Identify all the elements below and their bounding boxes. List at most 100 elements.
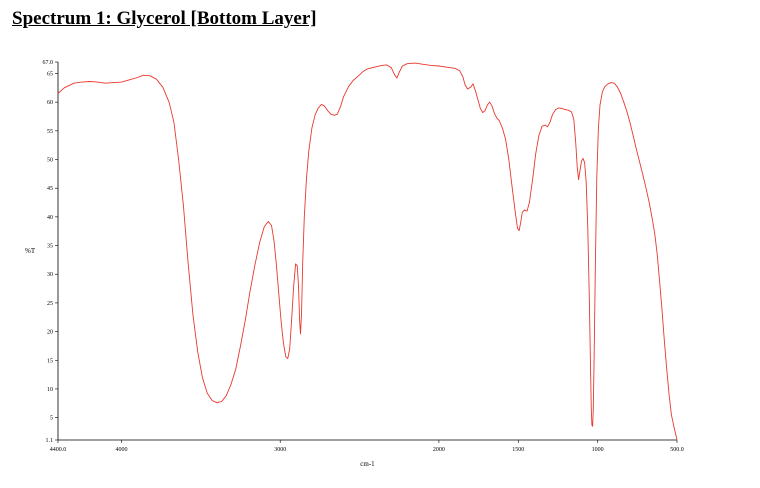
data-point [430, 65, 432, 66]
data-point [671, 414, 672, 416]
data-point [535, 153, 537, 155]
data-point [582, 158, 584, 159]
data-point [192, 314, 194, 315]
data-point [121, 81, 122, 83]
data-point [197, 351, 199, 353]
data-point [467, 88, 468, 90]
data-point [275, 262, 277, 264]
data-point [652, 219, 653, 221]
data-point [544, 124, 546, 126]
y-tick-label: 10 [47, 387, 53, 393]
data-point [324, 105, 325, 107]
data-point [280, 319, 282, 321]
data-point [668, 394, 670, 396]
data-point [581, 160, 582, 162]
data-point [278, 291, 279, 292]
x-tick-label: 1000 [592, 447, 604, 453]
data-point [491, 105, 493, 107]
data-point [592, 425, 593, 427]
data-point [183, 205, 184, 206]
data-point [287, 358, 289, 359]
data-point [187, 262, 189, 264]
y-axis-label: %T [25, 247, 36, 255]
data-point [462, 75, 464, 77]
data-point [676, 439, 678, 440]
data-point [235, 368, 237, 370]
data-point [659, 279, 660, 281]
data-point [591, 424, 593, 426]
data-point [314, 114, 316, 116]
data-point [579, 170, 581, 172]
data-point [508, 159, 510, 160]
data-point [244, 319, 246, 321]
x-tick-label: 3000 [274, 447, 286, 453]
data-point [289, 348, 291, 350]
data-point [267, 221, 269, 222]
data-point [475, 90, 476, 92]
data-point [538, 135, 540, 136]
data-point [590, 408, 592, 410]
data-point [595, 262, 596, 264]
data-point [254, 265, 256, 266]
data-point [626, 111, 628, 113]
x-tick-label: 2000 [433, 447, 445, 453]
data-point [459, 70, 460, 71]
y-tick-label: 15 [47, 358, 53, 364]
data-point [97, 81, 99, 83]
data-point [524, 209, 525, 211]
data-point [654, 233, 656, 235]
data-point [486, 104, 488, 106]
data-point [306, 179, 307, 180]
data-point [202, 377, 203, 378]
data-point [162, 86, 164, 88]
data-point [249, 291, 251, 292]
data-point [390, 67, 392, 69]
y-tick-label: 40 [47, 215, 53, 221]
y-tick-label: 45 [47, 186, 53, 192]
x-tick-label: 1500 [512, 447, 524, 453]
data-point [173, 121, 175, 123]
data-point [520, 222, 522, 223]
data-point [211, 400, 213, 401]
data-point [73, 82, 75, 84]
data-point [472, 83, 474, 85]
data-point [303, 216, 305, 218]
data-point [673, 425, 675, 427]
data-point [422, 63, 424, 65]
data-point [291, 319, 292, 321]
data-point [598, 127, 599, 129]
data-point [648, 202, 650, 203]
data-point [642, 174, 644, 176]
data-point [149, 75, 151, 77]
data-point [663, 339, 665, 341]
data-point [285, 356, 287, 358]
data-point [494, 113, 495, 114]
data-point [263, 226, 265, 227]
data-point [596, 176, 598, 178]
data-point [633, 136, 634, 137]
data-point [296, 265, 298, 266]
data-point [479, 107, 481, 109]
data-point [336, 113, 338, 115]
data-point [446, 66, 448, 68]
data-point [113, 82, 114, 83]
data-point [675, 432, 676, 434]
y-tick-label: 60 [47, 100, 53, 106]
data-point [623, 101, 625, 103]
data-point [489, 101, 491, 103]
page-title: Spectrum 1: Glycerol [Bottom Layer] [12, 8, 317, 29]
data-point [561, 108, 563, 109]
data-point [578, 179, 579, 180]
data-point [396, 77, 398, 79]
data-point [414, 62, 416, 64]
spectrum-line [57, 62, 678, 440]
data-point [273, 239, 275, 241]
x-tick-label: 4000 [115, 447, 127, 453]
data-point [89, 81, 91, 82]
data-point [639, 162, 641, 163]
data-point [330, 113, 332, 115]
data-point [464, 84, 466, 86]
data-point [362, 71, 364, 73]
data-point [617, 86, 618, 88]
data-point [511, 184, 513, 186]
